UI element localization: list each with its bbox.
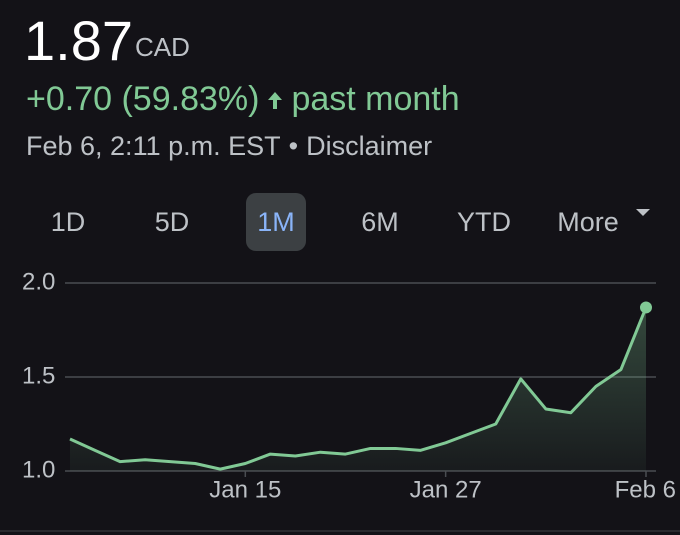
x-tick-label: Jan 15 <box>209 476 281 503</box>
range-tab[interactable]: YTD <box>457 207 511 237</box>
range-tab[interactable]: 1D <box>50 207 86 237</box>
x-tick-label: Jan 27 <box>410 476 482 503</box>
change: +0.70 (59.83%) <box>26 80 260 118</box>
y-tick-label: 1.5 <box>22 362 55 389</box>
price: 1.87 <box>24 9 133 72</box>
area <box>70 307 646 471</box>
range-tab[interactable]: More <box>557 207 619 237</box>
y-tick-label: 2.0 <box>22 268 55 295</box>
period: past month <box>291 80 460 118</box>
last-point <box>640 301 652 314</box>
currency: CAD <box>135 32 190 62</box>
time-row: Feb 6, 2:11 p.m. EST • Disclaimer <box>26 131 432 162</box>
x-tick-label: Feb 6 <box>615 476 676 503</box>
y-tick-label: 1.0 <box>22 456 55 483</box>
change-row: +0.70 (59.83%) past month <box>26 80 460 119</box>
price-line <box>69 306 648 471</box>
up-arrow <box>268 91 283 109</box>
range-tab[interactable]: 5D <box>154 207 190 237</box>
range-tab[interactable]: 6M <box>361 207 399 237</box>
disclaimer[interactable]: Disclaimer <box>306 131 433 161</box>
separator: • <box>288 131 299 161</box>
timestamp: Feb 6, 2:11 p.m. EST <box>26 131 281 161</box>
range-tabs: 1D 5D 1M 6M YTD More <box>0 193 680 251</box>
range-tab[interactable]: 1M <box>246 193 306 251</box>
dropdown-caret <box>636 209 650 216</box>
